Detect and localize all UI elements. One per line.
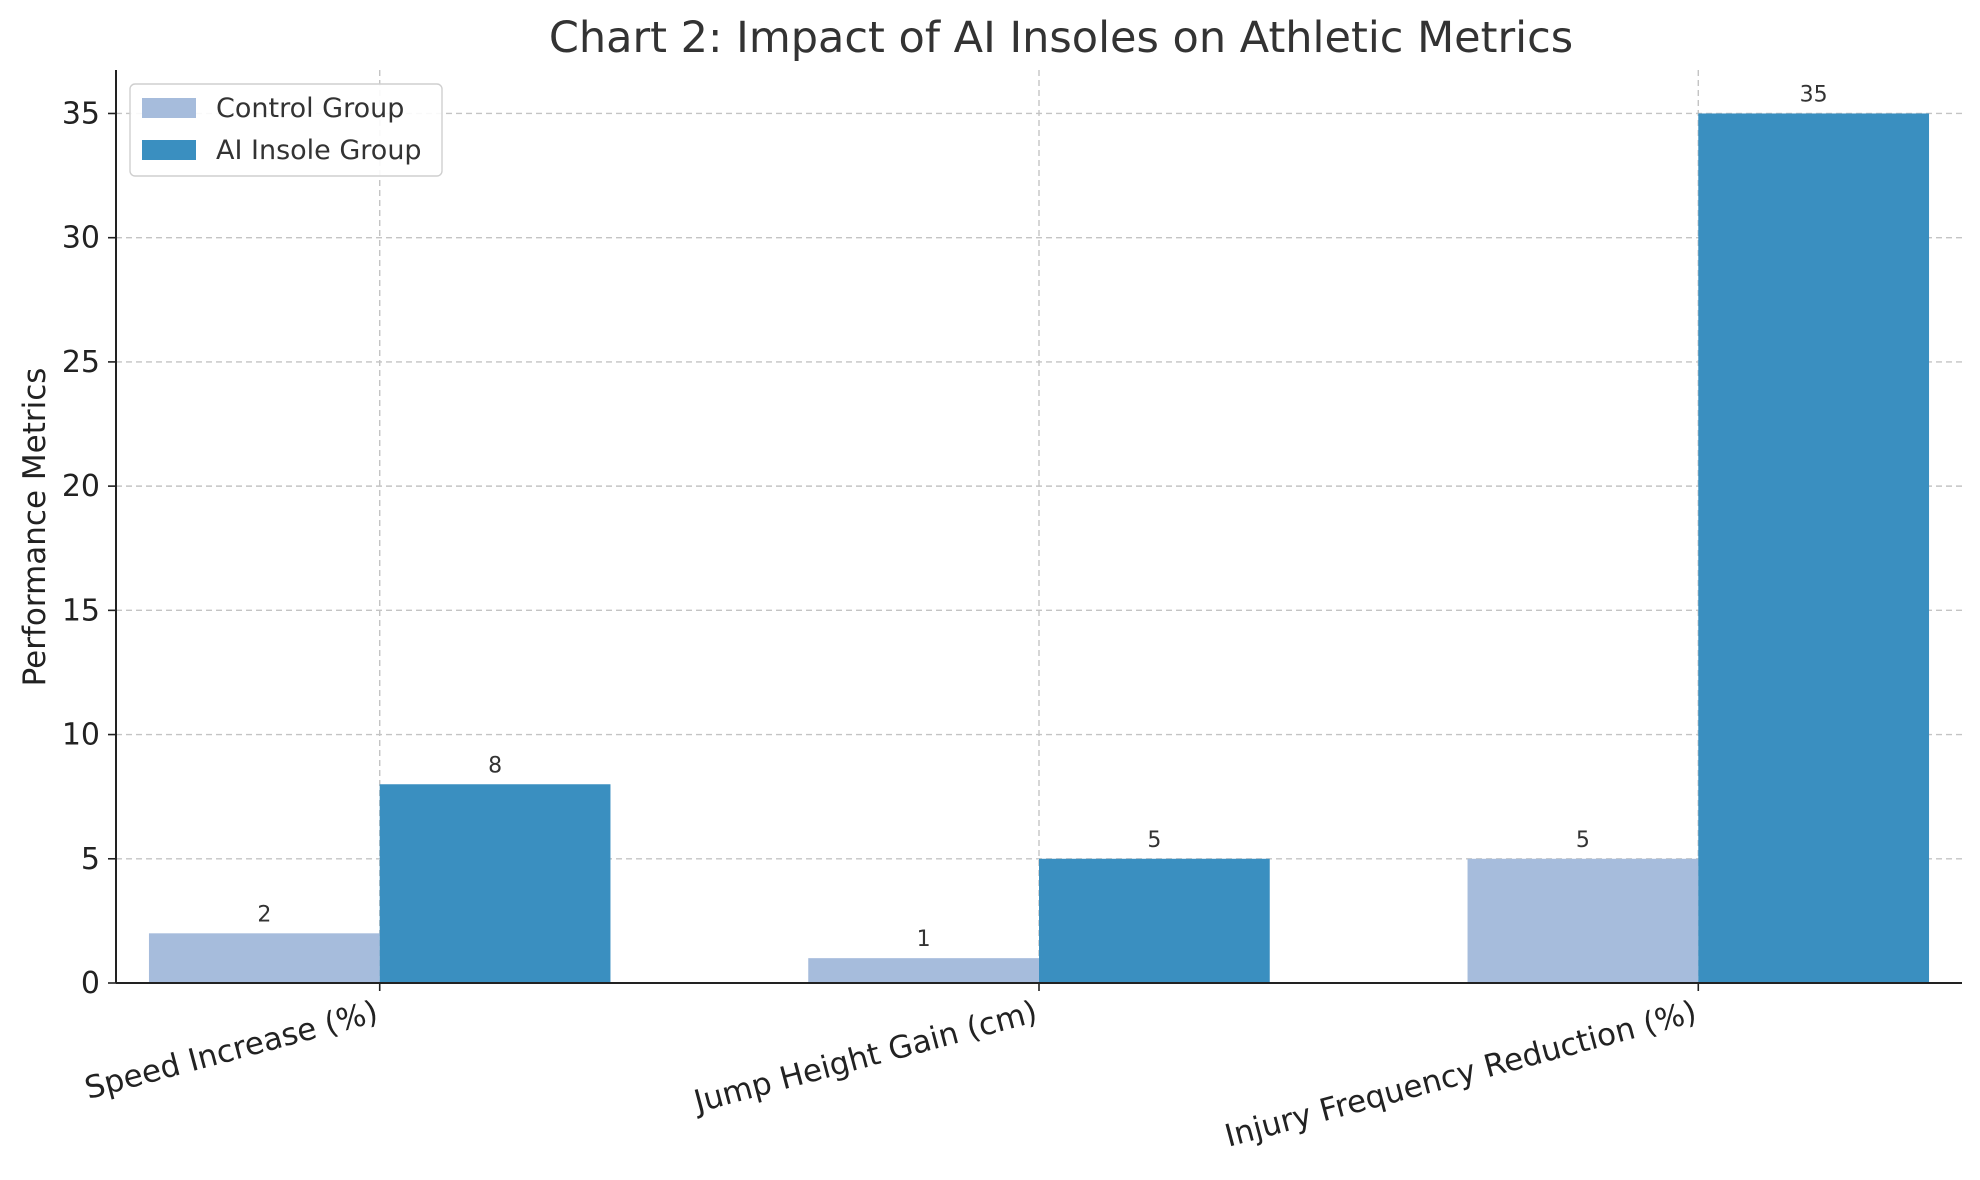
- data-labels-layer: 2 1 5 8 5 35: [257, 82, 1827, 952]
- bar-ai-insole-group-0: [379, 784, 611, 983]
- y-tick-label: 30: [62, 221, 100, 256]
- y-tick-label: 20: [62, 469, 100, 504]
- data-label: 8: [488, 753, 502, 778]
- y-axis-label: Performance Metrics: [17, 368, 53, 687]
- x-tick-label: Jump Height Gain (cm): [688, 994, 1041, 1121]
- legend-label: AI Insole Group: [216, 135, 422, 166]
- data-label: 5: [1147, 828, 1161, 853]
- legend-swatch: [142, 140, 196, 160]
- legend-box: [129, 83, 443, 177]
- chart-title: Chart 2: Impact of AI Insoles on Athleti…: [549, 13, 1573, 63]
- bar-control-group-0: [148, 933, 380, 983]
- bar-ai-insole-group-2: [1698, 113, 1930, 983]
- bar-control-group-1: [808, 958, 1039, 983]
- data-label: 1: [917, 927, 931, 952]
- y-tick-label: 5: [81, 842, 100, 877]
- y-tick-label: 15: [62, 593, 100, 628]
- bar-ai-insole-group-1: [1039, 858, 1270, 983]
- y-tick-label: 10: [62, 718, 100, 753]
- y-tick-label: 35: [62, 96, 100, 131]
- data-label: 5: [1576, 828, 1590, 853]
- legend: Control Group AI Insole Group: [129, 83, 443, 177]
- bar-control-group-2: [1467, 858, 1699, 983]
- x-tick-label: Speed Increase (%): [81, 994, 382, 1107]
- data-label: 35: [1800, 82, 1828, 107]
- data-label: 2: [257, 902, 271, 927]
- bars-layer: [148, 113, 1930, 983]
- legend-label: Control Group: [216, 93, 404, 124]
- y-tick-label: 25: [62, 345, 100, 380]
- legend-swatch: [142, 98, 196, 118]
- x-tick-label: Injury Frequency Reduction (%): [1221, 994, 1700, 1155]
- y-tick-label: 0: [81, 966, 100, 1001]
